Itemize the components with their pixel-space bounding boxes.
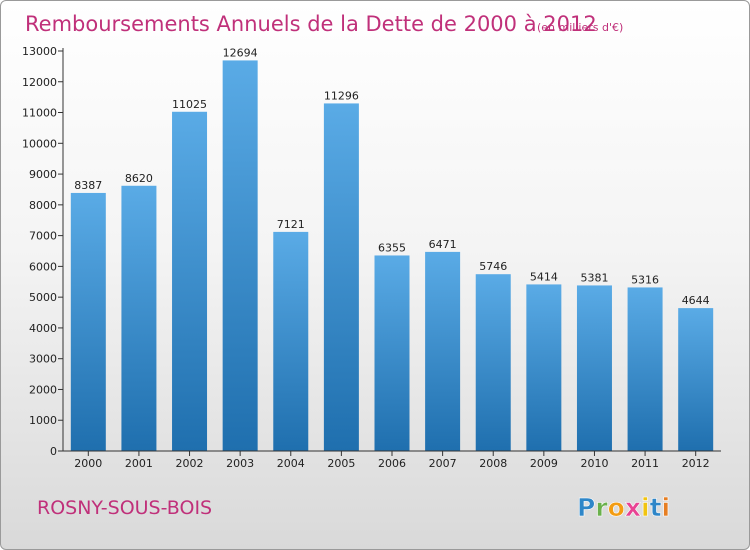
bar-value-label: 6471	[429, 238, 457, 251]
brand-letter: r	[595, 493, 608, 522]
brand-letter: x	[625, 493, 641, 522]
y-tick-label: 8000	[29, 199, 57, 212]
bar-2010	[576, 285, 612, 451]
y-tick-label: 1000	[29, 414, 57, 427]
proxiti-logo: Proxiti	[577, 493, 671, 523]
x-tick-label: 2008	[479, 457, 507, 470]
brand-text: Proxiti	[577, 493, 670, 522]
bar-2000	[70, 192, 106, 451]
y-tick-label: 12000	[22, 76, 57, 89]
x-tick-label: 2002	[176, 457, 204, 470]
x-tick-label: 2010	[580, 457, 608, 470]
bar-value-label: 4644	[682, 294, 710, 307]
brand-letter: o	[608, 493, 625, 522]
bar-2001	[121, 185, 157, 451]
bar-2011	[627, 287, 663, 451]
y-tick-label: 4000	[29, 322, 57, 335]
y-tick-label: 3000	[29, 353, 57, 366]
y-axis: 0 1000 2000 3000 4000 5000 6000 7000 8000 9000 100…	[22, 45, 64, 458]
chart-subtitle: (en milliers d'€)	[537, 21, 623, 34]
bar-2008	[475, 274, 511, 451]
bar-2005	[323, 103, 359, 451]
y-tick-label: 6000	[29, 260, 57, 273]
x-tick-label: 2004	[277, 457, 305, 470]
bar-value-label: 8620	[125, 172, 153, 185]
bar-2003	[222, 60, 258, 452]
bar-value-label: 5316	[631, 273, 659, 286]
x-tick-label: 2005	[327, 457, 355, 470]
x-tick-label: 2011	[631, 457, 659, 470]
brand-letter: t	[650, 493, 662, 522]
bar-2004	[273, 231, 309, 451]
bar-value-label: 11296	[324, 89, 359, 102]
city-name: ROSNY-SOUS-BOIS	[37, 497, 212, 519]
brand-letter: P	[577, 493, 595, 522]
y-tick-label: 5000	[29, 291, 57, 304]
brand-letter: i	[662, 493, 671, 522]
x-tick-label: 2003	[226, 457, 254, 470]
x-tick-label: 2012	[682, 457, 710, 470]
chart-title: Remboursements Annuels de la Dette de 20…	[25, 12, 597, 36]
y-tick-label: 13000	[22, 45, 57, 58]
x-tick-label: 2001	[125, 457, 153, 470]
y-tick-label: 9000	[29, 168, 57, 181]
brand-letter: i	[641, 493, 650, 522]
y-tick-label: 7000	[29, 230, 57, 243]
x-axis: 2000 2001 2002 2003 2004 2005 2006 2007 2008 2009…	[63, 450, 721, 470]
x-tick-label: 2009	[530, 457, 558, 470]
bar-2009	[526, 284, 562, 451]
y-tick-label: 2000	[29, 383, 57, 396]
bar-value-label: 12694	[223, 46, 258, 59]
y-tick-label: 11000	[22, 107, 57, 120]
x-tick-label: 2007	[429, 457, 457, 470]
x-tick-label: 2000	[74, 457, 102, 470]
bar-2002	[172, 111, 208, 452]
bar-value-label: 6355	[378, 241, 406, 254]
bar-value-label: 5746	[479, 260, 507, 273]
bar-value-label: 11025	[172, 98, 207, 111]
bar-2006	[374, 255, 410, 451]
y-tick-label: 0	[50, 445, 57, 458]
x-tick-label: 2006	[378, 457, 406, 470]
bar-2007	[425, 251, 461, 451]
bar-value-label: 5414	[530, 270, 558, 283]
y-tick-label: 10000	[22, 137, 57, 150]
bars: 8387 8620 11025 12694 7121 11296 6355 6471 5746 5…	[70, 46, 714, 452]
bar-value-label: 8387	[74, 179, 102, 192]
bar-value-label: 7121	[277, 218, 305, 231]
bar-value-label: 5381	[580, 271, 608, 284]
bar-2012	[678, 308, 714, 451]
